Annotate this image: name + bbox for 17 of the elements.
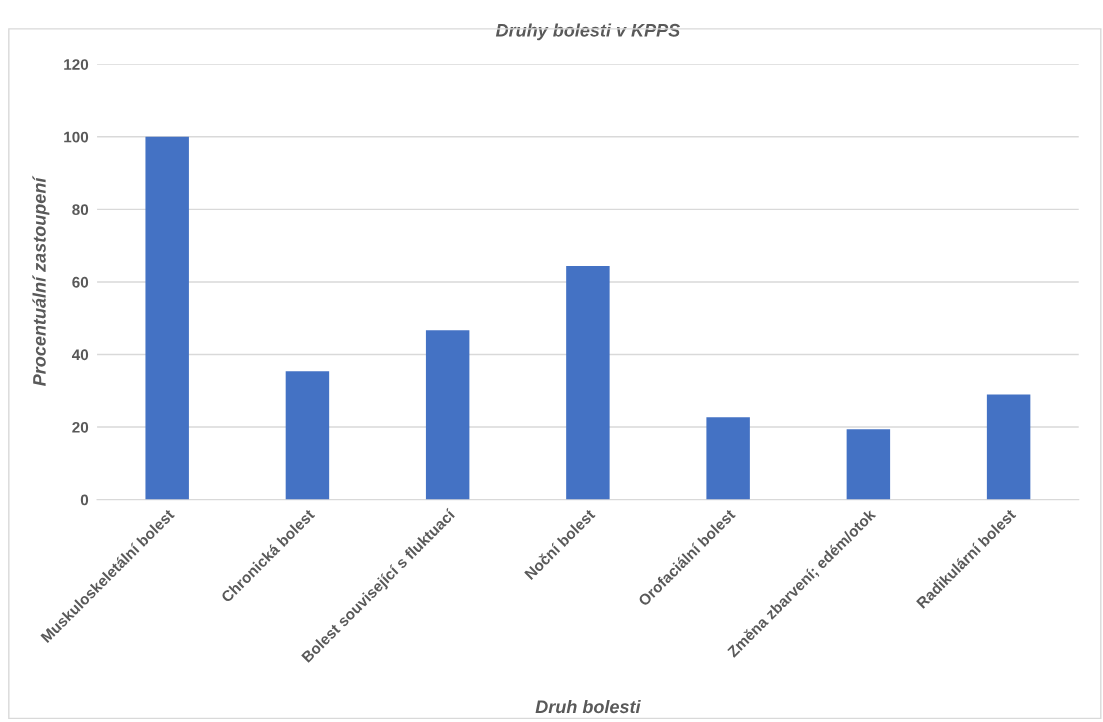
bar [145, 136, 189, 500]
bar [706, 417, 750, 500]
bar [285, 371, 330, 500]
bar [425, 330, 470, 500]
y-axis-title: Procentuální zastoupení [32, 175, 50, 386]
y-tick-label: 60 [72, 276, 89, 288]
chart-title: Druhy bolesti v KPPS [495, 23, 681, 41]
y-tick-label: 0 [80, 494, 89, 506]
y-tick-label: 120 [64, 59, 89, 70]
x-axis-title: Druh bolesti [535, 699, 641, 714]
bar [986, 394, 1031, 500]
y-tick-label: 20 [72, 421, 89, 433]
y-tick-label: 80 [72, 204, 89, 216]
y-tick-label: 40 [71, 349, 89, 361]
bar [846, 429, 891, 500]
bar [566, 265, 610, 500]
y-tick-label: 100 [64, 131, 89, 143]
